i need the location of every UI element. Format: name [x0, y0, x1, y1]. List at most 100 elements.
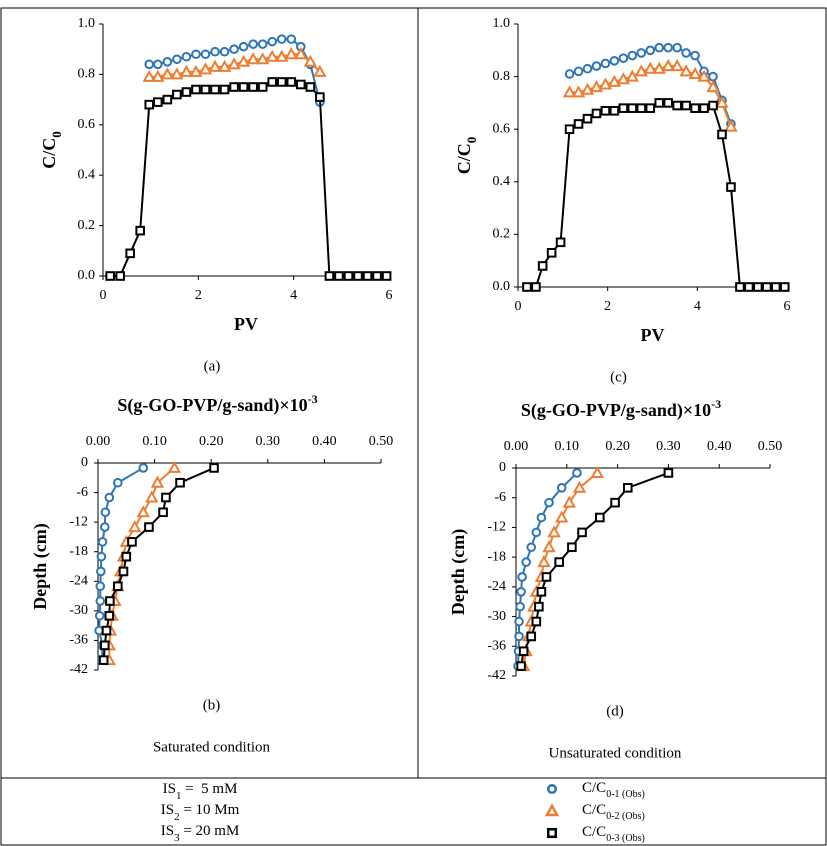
x-tick-label: 0.30 — [656, 439, 681, 454]
legend-name-sub: 0-3 (Obs) — [606, 833, 645, 844]
note: IS2 = 10 Mm — [161, 802, 240, 822]
y-tick-label: 0.8 — [493, 69, 511, 84]
marker — [248, 39, 258, 49]
marker — [286, 34, 297, 44]
marker — [284, 47, 298, 60]
x-tick-label: 0.40 — [312, 434, 337, 449]
y-tick-label: 0.6 — [78, 117, 96, 132]
marker — [554, 557, 564, 567]
marker — [138, 463, 149, 473]
marker — [556, 483, 567, 493]
marker — [706, 80, 720, 93]
marker — [113, 581, 123, 592]
x-tick-label: 0.00 — [86, 434, 111, 449]
y-tick-label: -12 — [487, 520, 506, 535]
marker — [100, 507, 111, 518]
marker — [142, 69, 156, 82]
note-base: IS — [163, 781, 176, 797]
marker — [598, 77, 613, 90]
y-axis-title-main: C/C — [454, 143, 474, 174]
marker — [246, 52, 260, 65]
marker — [181, 87, 192, 97]
marker — [627, 50, 638, 61]
marker — [735, 282, 745, 292]
marker — [697, 69, 711, 82]
marker — [372, 271, 382, 281]
chart-title-sup: -3 — [308, 392, 318, 406]
legend-name-sub: 0-2 (Obs) — [606, 811, 645, 822]
legend-name: C/C — [582, 780, 606, 796]
marker — [161, 492, 171, 503]
marker — [562, 85, 577, 98]
y-tick-label: -12 — [69, 514, 88, 529]
marker — [517, 572, 527, 582]
marker — [275, 49, 289, 62]
marker — [542, 540, 556, 553]
marker — [95, 581, 106, 592]
marker — [118, 566, 129, 577]
y-tick-label: 0 — [499, 460, 506, 475]
marker — [294, 47, 308, 60]
marker — [645, 103, 656, 113]
marker — [315, 92, 325, 102]
note: IS3 = 20 mM — [161, 823, 240, 843]
chart-title-main: S(g-GO-PVP/g-sand)×10 — [521, 400, 711, 421]
x-tick-label: 6 — [386, 288, 393, 303]
x-tick-label: 0.50 — [369, 434, 394, 449]
marker — [200, 84, 211, 95]
marker — [189, 64, 203, 77]
y-tick-label: 0.4 — [493, 174, 511, 189]
marker — [127, 537, 137, 547]
marker — [334, 271, 344, 281]
legend-name: C/C — [582, 824, 606, 840]
marker — [227, 57, 241, 70]
marker — [265, 49, 279, 62]
marker — [708, 71, 718, 82]
y-tick-label: 1.0 — [78, 16, 96, 31]
x-tick-label: 0.10 — [142, 434, 167, 449]
note: IS1 = 5 mM — [163, 781, 238, 801]
chart-title-main: S(g-GO-PVP/g-sand)×10 — [117, 395, 307, 416]
marker — [172, 54, 182, 65]
marker — [577, 527, 587, 538]
marker — [153, 97, 163, 107]
marker — [96, 551, 107, 562]
note-sub: 1 — [176, 790, 182, 802]
marker — [600, 105, 611, 116]
y-tick-label: 0.0 — [493, 279, 511, 294]
legend-marker — [544, 803, 560, 817]
marker — [94, 610, 105, 621]
marker — [160, 67, 175, 80]
x-tick-label: 0.20 — [199, 434, 224, 449]
marker — [717, 129, 727, 140]
marker — [104, 610, 115, 621]
y-tick-label: 0.2 — [78, 218, 96, 233]
marker — [172, 89, 182, 100]
marker — [567, 542, 577, 553]
marker — [636, 48, 647, 58]
y-axis-title-main: C/C — [39, 138, 59, 169]
panel-label: (c) — [610, 369, 627, 385]
legend-marker — [546, 827, 558, 839]
marker — [179, 64, 194, 77]
marker — [97, 537, 108, 547]
panel-label: (b) — [203, 697, 221, 713]
marker — [609, 56, 620, 66]
marker — [580, 82, 595, 95]
marker — [537, 555, 551, 568]
marker — [708, 100, 718, 111]
marker — [582, 113, 593, 124]
marker — [229, 44, 239, 55]
marker — [167, 460, 182, 473]
y-tick-label: -36 — [487, 639, 506, 654]
marker — [770, 282, 781, 292]
x-tick-label: 0.50 — [758, 439, 783, 454]
marker — [515, 601, 525, 612]
marker — [744, 282, 754, 292]
y-tick-label: -18 — [487, 549, 506, 564]
x-tick-label: 6 — [784, 299, 791, 314]
marker — [267, 77, 278, 87]
x-tick-label: 4 — [290, 288, 297, 303]
y-tick-label: -36 — [69, 633, 88, 648]
y-axis-title-sub: 0 — [464, 137, 479, 144]
